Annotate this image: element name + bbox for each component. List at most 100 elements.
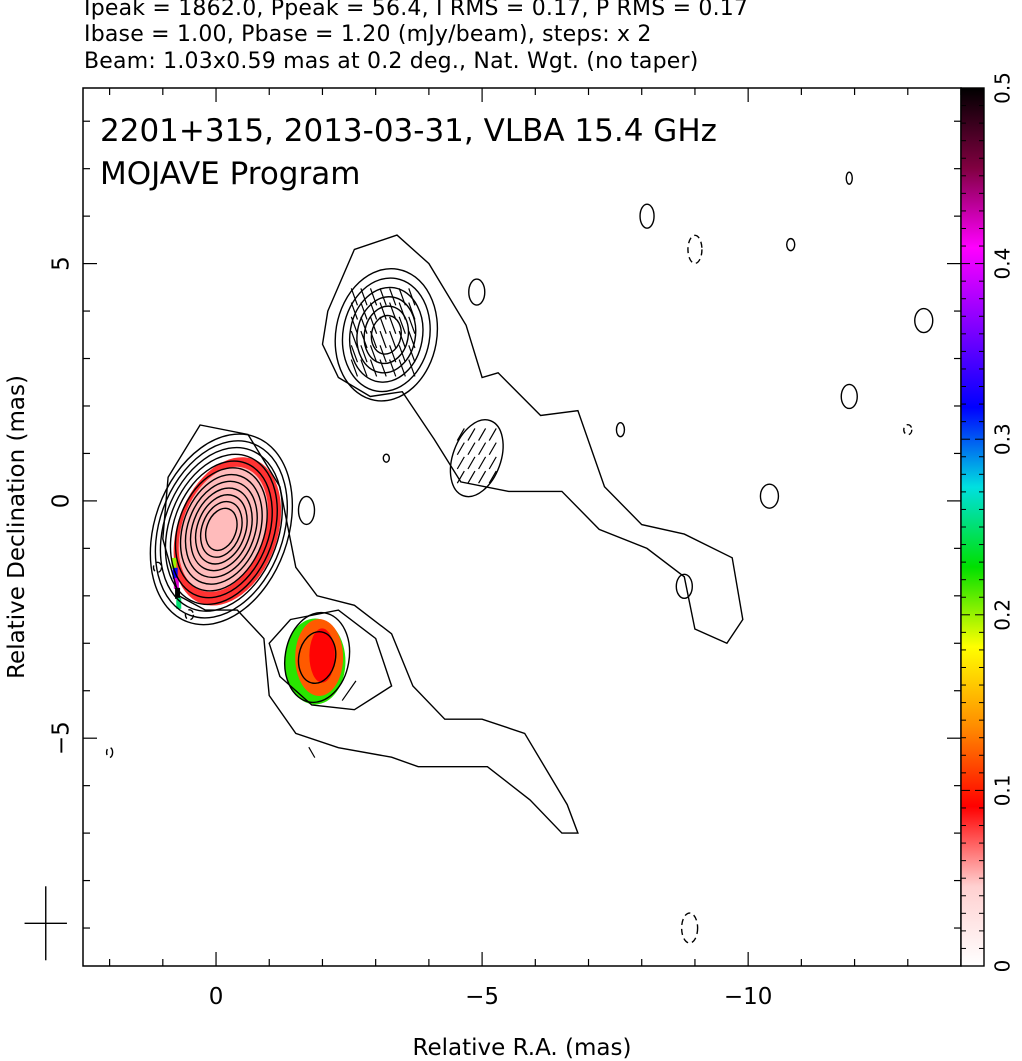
colorbar-tick-label: 0.2: [991, 599, 1015, 631]
core-contour: [169, 460, 273, 599]
evpa-vector: [467, 442, 476, 456]
evpa-vector: [379, 359, 387, 377]
negative-noise-contour: [152, 561, 163, 574]
core-edge-pixel: [176, 597, 182, 609]
evpa-vector: [478, 470, 487, 484]
evpa-vector: [488, 428, 497, 441]
evpa-vector: [408, 302, 416, 320]
evpa-vector: [360, 288, 368, 306]
evpa-vector: [360, 302, 368, 320]
evpa-vector: [379, 288, 387, 306]
header-peak-rms: Ipeak = 1862.0, Ppeak = 56.4, I RMS = 0.…: [84, 0, 749, 21]
core-contour: [164, 453, 278, 606]
noise-contour: [615, 422, 626, 438]
evpa-vector: [389, 330, 397, 349]
x-tick-label: −5: [465, 984, 499, 1010]
core-contour: [199, 500, 243, 558]
knot-b-contour: [334, 267, 439, 402]
program-label: MOJAVE Program: [100, 156, 360, 192]
core-contour: [149, 433, 294, 626]
negative-noise-contour: [903, 424, 913, 436]
evpa-vector: [398, 302, 406, 320]
core-contour: [179, 473, 263, 585]
evpa-vector: [389, 288, 397, 306]
colorbar: 0 0.1 0.2 0.3 0.4 0.5: [960, 72, 1015, 972]
evpa-vector: [478, 442, 487, 456]
knot-polarization-peak: [309, 628, 335, 683]
beam-cross: [24, 886, 67, 961]
evpa-vector: [341, 680, 357, 701]
noise-contour: [639, 203, 655, 229]
evpa-vector: [456, 456, 465, 470]
evpa-vector: [350, 288, 359, 306]
evpa-vector: [408, 345, 416, 363]
knot-b-contour: [341, 277, 431, 393]
evpa-vector: [379, 316, 387, 334]
evpa-vector: [488, 456, 497, 470]
negative-noise-contour: [105, 746, 114, 759]
x-axis-label: Relative R.A. (mas): [413, 1035, 632, 1061]
total-intensity-contours: [105, 171, 934, 944]
evpa-vector: [389, 345, 397, 363]
evpa-vector: [398, 345, 406, 363]
source-label: 2201+315, 2013-03-31, VLBA 15.4 GHz: [100, 113, 717, 149]
evpa-vector: [350, 330, 359, 349]
evpa-vector: [456, 470, 465, 484]
noise-contour: [468, 278, 486, 306]
colorbar-tick-label: 0.4: [991, 248, 1015, 280]
evpa-vector: [467, 428, 476, 441]
noise-contour: [675, 573, 693, 600]
noise-contour: [759, 483, 780, 509]
knot-a-envelope-contour: [268, 609, 393, 711]
knot-c-contour: [449, 419, 504, 498]
evpa-vector: [408, 330, 416, 349]
evpa-vector: [308, 746, 316, 758]
evpa-vector: [379, 345, 387, 363]
noise-contour: [382, 453, 391, 463]
evpa-vector: [408, 316, 416, 334]
evpa-vector: [350, 359, 359, 377]
evpa-vector: [467, 470, 476, 484]
evpa-vector: [369, 302, 378, 320]
evpa-vector: [360, 316, 368, 334]
core-contour: [159, 446, 283, 612]
y-tick-label: 0: [49, 494, 75, 509]
core-contour: [204, 507, 238, 552]
core-edge-pixel: [173, 577, 179, 589]
noise-contour: [786, 237, 796, 252]
knot-b-contour: [348, 286, 424, 383]
evpa-vector: [360, 345, 368, 363]
evpa-vector: [350, 302, 359, 320]
knot-a-contour: [297, 631, 337, 685]
evpa-vector: [456, 442, 465, 456]
evpa-vector: [488, 442, 497, 456]
knot-b-contour: [370, 314, 402, 355]
northern-jet-envelope-contour: [321, 234, 744, 645]
header-base-levels: Ibase = 1.00, Pbase = 1.20 (mJy/beam), s…: [84, 22, 652, 47]
evpa-vector: [408, 288, 416, 306]
evpa-vector: [456, 428, 465, 441]
evpa-vector: [389, 316, 397, 334]
noise-contour: [840, 383, 858, 410]
evpa-vector: [389, 302, 397, 320]
y-axis-label: Relative Declination (mas): [4, 375, 30, 679]
core-contour: [189, 487, 253, 572]
evpa-vector: [478, 456, 487, 470]
evpa-vector: [467, 456, 476, 470]
core-contour: [194, 494, 248, 565]
knot-b-contour: [363, 305, 410, 365]
header-beam-info: Beam: 1.03x0.59 mas at 0.2 deg., Nat. Wg…: [84, 49, 699, 74]
evpa-vector: [389, 359, 397, 377]
evpa-vector: [398, 288, 406, 306]
colorbar-tick-label: 0.1: [991, 774, 1015, 806]
evpa-vector: [408, 359, 416, 377]
evpa-vector: [398, 316, 406, 334]
x-tick-label: 0: [209, 984, 224, 1010]
evpa-vector: [478, 428, 487, 441]
y-tick-label: −5: [49, 721, 75, 755]
evpa-vector: [369, 288, 378, 306]
evpa-vector: [369, 330, 378, 349]
evpa-vector: [369, 316, 378, 334]
x-tick-label: −10: [724, 984, 773, 1010]
